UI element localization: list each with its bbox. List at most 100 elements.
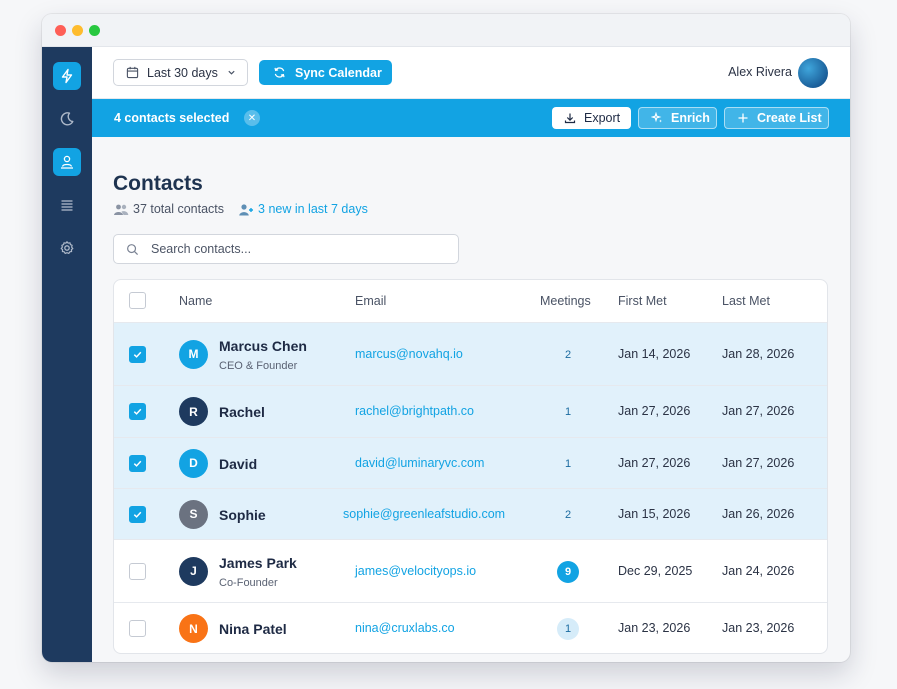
table-row[interactable]: R Rachel rachel@brightpath.co 1 Jan 27, 2026… [114, 386, 827, 438]
search-input[interactable] [151, 242, 441, 256]
date-range-label: Last 30 days [147, 65, 218, 80]
first-met-date: Jan 27, 2026 [618, 455, 691, 470]
column-header-name[interactable]: Name [179, 294, 213, 308]
contact-email[interactable]: nina@cruxlabs.co [355, 621, 455, 635]
sync-calendar-button[interactable]: Sync Calendar [259, 60, 392, 85]
total-contacts-stat: 37 total contacts [113, 202, 224, 216]
export-label: Export [584, 111, 621, 125]
contact-avatar: M [179, 339, 208, 369]
sidebar [42, 47, 92, 662]
sparkle-icon [651, 112, 662, 123]
row-checkbox[interactable] [129, 562, 146, 580]
search-box [113, 234, 459, 264]
user-name: Alex Rivera [728, 65, 792, 79]
page-title: Contacts [113, 172, 203, 195]
top-header: Last 30 days Sync Calendar Alex Rivera [92, 47, 850, 99]
table-row[interactable]: J James Park Co-Founder james@velocityops.i… [114, 540, 827, 603]
select-all-checkbox[interactable] [129, 292, 146, 309]
contact-name[interactable]: James Park [219, 554, 297, 571]
first-met-date: Jan 15, 2026 [618, 506, 691, 521]
sidebar-item-settings[interactable] [53, 234, 81, 262]
contact-avatar: J [179, 556, 208, 586]
table-row[interactable]: S Sophie sophie@greenleafstudio.com 2 Jan 15… [114, 489, 827, 540]
checkmark-icon [133, 351, 142, 358]
app-window: Last 30 days Sync Calendar Alex Rivera 4… [42, 14, 850, 662]
table-row[interactable]: M Marcus Chen CEO & Founder marcus@novahq.i… [114, 323, 827, 386]
contact-email[interactable]: rachel@brightpath.co [355, 404, 475, 418]
selection-count: 4 contacts selected [114, 111, 230, 125]
export-button[interactable]: Export [552, 107, 631, 129]
people-icon [114, 204, 129, 215]
minimize-window-button[interactable] [72, 25, 83, 36]
column-header-first-met[interactable]: First Met [618, 294, 667, 308]
checkmark-icon [133, 408, 142, 415]
meetings-count: 1 [564, 457, 572, 470]
sidebar-item-activity[interactable] [53, 62, 81, 90]
selection-bar: 4 contacts selected ✕ Export Enrich Crea… [92, 99, 850, 137]
row-checkbox[interactable] [129, 345, 146, 363]
date-range-dropdown[interactable]: Last 30 days [113, 59, 248, 86]
sync-calendar-label: Sync Calendar [295, 65, 382, 80]
contact-avatar: D [179, 448, 208, 478]
row-checkbox[interactable] [129, 403, 146, 420]
contact-name[interactable]: Rachel [219, 404, 265, 420]
user-avatar[interactable] [798, 58, 828, 88]
title-bar [42, 14, 850, 47]
last-met-date: Jan 26, 2026 [722, 506, 795, 521]
contacts-table: Name Email Meetings First Met Last Met M… [113, 279, 828, 654]
person-add-icon [239, 203, 254, 215]
table-header: Name Email Meetings First Met Last Met [114, 280, 827, 323]
first-met-date: Jan 23, 2026 [618, 621, 691, 635]
lightning-icon [61, 68, 73, 84]
table-row[interactable]: N Nina Patel nina@cruxlabs.co 1 Jan 23, 2026… [114, 603, 827, 653]
row-checkbox[interactable] [129, 505, 146, 523]
contact-name[interactable]: Nina Patel [219, 621, 287, 637]
table-row[interactable]: D David david@luminaryvc.com 1 Jan 27, 2026 J… [114, 438, 827, 489]
column-header-email[interactable]: Email [355, 294, 387, 308]
last-met-date: Jan 27, 2026 [722, 404, 795, 418]
download-icon [564, 113, 576, 124]
first-met-date: Jan 14, 2026 [618, 346, 691, 361]
contact-role: Co-Founder [219, 576, 278, 589]
moon-icon [60, 112, 74, 126]
contact-name[interactable]: David [219, 455, 258, 472]
clear-selection-button[interactable]: ✕ [244, 110, 260, 126]
meetings-count: 2 [564, 348, 572, 361]
meetings-count: 1 [557, 618, 579, 640]
contact-email[interactable]: sophie@greenleafstudio.com [343, 506, 506, 521]
checkmark-icon [133, 460, 142, 467]
sync-icon [274, 67, 285, 78]
column-header-meetings[interactable]: Meetings [540, 294, 591, 308]
contact-avatar: S [179, 499, 208, 529]
enrich-label: Enrich [671, 111, 710, 125]
sidebar-item-lists[interactable] [53, 191, 81, 219]
contact-email[interactable]: marcus@novahq.io [355, 346, 463, 361]
contact-avatar: R [179, 397, 208, 426]
row-checkbox[interactable] [129, 454, 146, 472]
list-icon [61, 200, 73, 211]
create-list-button[interactable]: Create List [724, 107, 829, 129]
sidebar-item-contacts[interactable] [53, 148, 81, 176]
plus-icon [738, 113, 748, 123]
sidebar-item-insights[interactable] [53, 105, 81, 133]
contact-role: CEO & Founder [219, 359, 298, 372]
column-header-last-met[interactable]: Last Met [722, 294, 770, 308]
first-met-date: Dec 29, 2025 [618, 563, 693, 578]
last-met-date: Jan 23, 2026 [722, 621, 795, 635]
checkmark-icon [133, 511, 142, 518]
contact-email[interactable]: james@velocityops.io [355, 563, 477, 578]
new-contacts-text: 3 new in last 7 days [258, 202, 368, 216]
close-window-button[interactable] [55, 25, 66, 36]
contact-name[interactable]: Marcus Chen [219, 337, 307, 354]
create-list-label: Create List [757, 111, 822, 125]
enrich-button[interactable]: Enrich [638, 107, 717, 129]
maximize-window-button[interactable] [89, 25, 100, 36]
meetings-count: 9 [557, 560, 579, 583]
last-met-date: Jan 27, 2026 [722, 455, 795, 470]
row-checkbox[interactable] [129, 620, 146, 637]
last-met-date: Jan 24, 2026 [722, 563, 795, 578]
contact-stats: 37 total contacts 3 new in last 7 days [113, 202, 368, 216]
meetings-count: 1 [564, 406, 572, 418]
contact-name[interactable]: Sophie [219, 506, 266, 523]
contact-email[interactable]: david@luminaryvc.com [355, 455, 485, 470]
